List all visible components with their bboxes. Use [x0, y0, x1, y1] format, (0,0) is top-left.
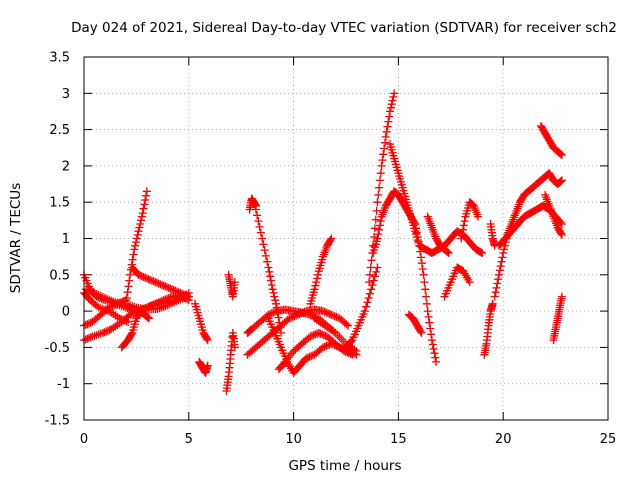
- plot-frame: [83, 56, 609, 421]
- plus-markers: [404, 310, 426, 337]
- y-tick-label: 0: [62, 305, 70, 320]
- plus-markers: [486, 220, 499, 250]
- x-tick-labels: 0 5 10 15 20 25: [80, 432, 616, 447]
- plus-markers: [274, 328, 357, 374]
- data-series-arc-ag: [486, 220, 499, 250]
- data-series-arc-m: [222, 328, 239, 395]
- data-series-arc-w: [365, 89, 399, 287]
- plus-markers: [342, 263, 382, 352]
- data-series-arc-ad: [440, 263, 474, 301]
- axis-ticks: [83, 56, 609, 421]
- x-tick-label: 15: [390, 432, 407, 447]
- plus-markers: [440, 263, 474, 301]
- plus-markers: [549, 292, 566, 345]
- x-axis-label: GPS time / hours: [288, 458, 401, 474]
- data-points: [80, 89, 566, 395]
- x-tick-label: 0: [80, 432, 88, 447]
- plus-markers: [386, 140, 420, 228]
- data-series-arc-aa: [404, 310, 426, 337]
- y-tick-label: 1: [62, 232, 70, 247]
- plus-markers: [195, 357, 212, 377]
- plus-markers: [222, 328, 239, 395]
- grid-lines: [84, 57, 608, 420]
- plus-markers: [224, 270, 239, 301]
- data-series-arc-aj: [536, 122, 566, 159]
- y-tick-label: 0.5: [49, 268, 70, 283]
- y-axis-label: SDTVAR / TECUs: [8, 183, 24, 293]
- plus-markers: [423, 212, 453, 257]
- plus-markers: [365, 89, 399, 287]
- data-series-arc-ah: [490, 169, 566, 301]
- data-series-arc-v: [342, 263, 382, 352]
- x-tick-label: 10: [285, 432, 302, 447]
- y-tick-label: 3: [62, 87, 70, 102]
- data-series-arc-al: [549, 292, 566, 345]
- data-series-arc-q: [251, 205, 285, 337]
- plus-markers: [191, 299, 212, 345]
- plus-markers: [541, 190, 566, 239]
- y-tick-label: 2.5: [49, 123, 70, 138]
- x-tick-label: 5: [185, 432, 193, 447]
- plus-markers: [536, 122, 566, 159]
- data-series-arc-ae: [457, 198, 482, 243]
- plus-markers: [245, 194, 260, 214]
- x-tick-label: 20: [495, 432, 512, 447]
- data-series-arc-f: [117, 307, 153, 352]
- data-series-arc-y: [386, 140, 420, 228]
- plus-markers: [490, 169, 566, 301]
- data-series-arc-o: [243, 305, 353, 359]
- y-tick-label: 3.5: [49, 51, 70, 66]
- data-series-arc-j: [191, 299, 212, 345]
- data-series-arc-t: [306, 234, 336, 308]
- data-series-arc-af: [480, 299, 497, 359]
- data-series-arc-k: [195, 357, 212, 377]
- plus-markers: [134, 291, 193, 316]
- x-tick-label: 25: [600, 432, 617, 447]
- y-tick-label: -1: [57, 377, 70, 392]
- chart-title: Day 024 of 2021, Sidereal Day-to-day VTE…: [71, 20, 617, 36]
- y-tick-label: 2: [62, 159, 70, 174]
- y-tick-label: -1.5: [45, 414, 70, 429]
- data-series-arc-g: [121, 187, 151, 308]
- plus-markers: [251, 205, 285, 337]
- data-series-arc-i: [134, 291, 193, 316]
- data-series-arc-l: [224, 270, 239, 301]
- data-series-arc-p: [245, 194, 260, 214]
- y-tick-label: 1.5: [49, 196, 70, 211]
- plus-markers: [306, 234, 336, 308]
- y-tick-label: -0.5: [45, 341, 70, 356]
- plus-markers: [121, 187, 151, 308]
- data-series-arc-s: [274, 328, 357, 374]
- plus-markers: [457, 198, 482, 243]
- y-tick-labels: -1.5 -1 -0.5 0 0.5 1 1.5 2 2.5 3 3.5: [45, 51, 70, 429]
- plus-markers: [480, 299, 497, 359]
- plus-markers: [117, 307, 153, 352]
- data-series-arc-ak: [541, 190, 566, 239]
- data-series-arc-ac: [423, 212, 453, 257]
- plus-markers: [243, 305, 353, 359]
